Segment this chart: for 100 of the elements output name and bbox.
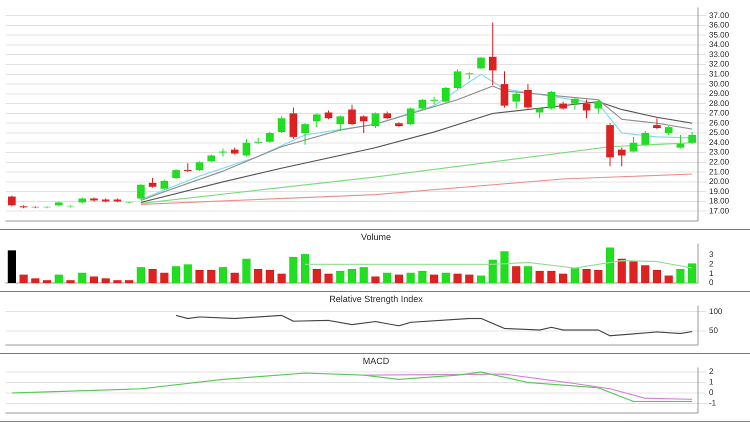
bar [453,274,462,283]
bar [8,250,16,283]
chart-title: Relative Strength Index [329,294,424,304]
bar [19,274,28,283]
candlestick [442,86,450,104]
candlestick [184,162,192,173]
y-tick-label: 17.00 [709,206,730,216]
bar [336,270,344,283]
bar [54,274,63,283]
bar [582,269,591,283]
bar [312,269,321,283]
candlestick [406,107,414,126]
y-tick-label: 19.00 [709,186,730,196]
candlestick [559,101,567,110]
y-tick-label: 3 [709,250,714,260]
bar [148,269,157,283]
y-tick-label: 36.00 [709,20,730,30]
bar [406,272,415,283]
candlestick [54,200,63,207]
candlestick [324,110,332,120]
candlestick [78,197,86,204]
y-tick-label: 35.00 [709,30,730,40]
candlestick [8,195,16,207]
bar [195,270,204,283]
y-tick-label: -1 [709,398,717,408]
candlestick [571,97,579,110]
bar [418,270,426,283]
bar [102,278,110,283]
y-tick-label: 32.00 [709,60,730,69]
y-tick-label: 0 [709,278,714,288]
y-tick-label: 100 [709,306,723,316]
bar [324,274,333,283]
candlestick [477,56,485,70]
bar [524,266,532,283]
candlestick [20,204,28,209]
bar [218,267,228,283]
candlestick [524,84,532,110]
candlestick [630,136,638,154]
y-tick-label: 2 [709,367,714,376]
y-tick-label: 1 [709,378,714,387]
bar [618,258,626,283]
candlestick [536,107,544,119]
bar [394,274,404,283]
y-tick-label: 25.00 [709,128,730,138]
candlestick [114,198,122,203]
candlestick [148,177,156,188]
bar [300,254,310,283]
y-tick-label: 0 [709,388,714,398]
bar [160,272,168,283]
bar [31,278,40,283]
bar [278,274,286,283]
candlestick [383,110,391,120]
candlestick [618,147,626,167]
candlestick [219,148,227,157]
y-tick-label: 34.00 [709,40,730,50]
chart-title: MACD [362,356,390,366]
bar [606,248,614,283]
candlestick [488,22,497,86]
y-tick-label: 37.00 [709,10,730,20]
candlestick [360,114,368,134]
candlestick [278,116,286,134]
candlestick [500,70,508,108]
bar [676,269,685,283]
bar [172,266,180,283]
bar [136,267,145,283]
bar [78,272,86,283]
candlestick [290,107,298,140]
y-tick-label: 50 [709,326,718,335]
candlestick [207,154,216,163]
bar [570,268,579,283]
bar [66,280,75,283]
y-tick-label: 28.00 [709,98,730,108]
candlestick [230,147,239,155]
bar [266,270,274,283]
candlestick [454,68,462,90]
bar [536,270,544,283]
y-tick-label: 18.00 [709,196,730,206]
y-tick-label: 22.00 [709,158,730,167]
candlestick [266,132,274,144]
y-tick-label: 20.00 [709,177,730,186]
bar [641,265,650,283]
bar [184,264,192,283]
candlestick [594,99,602,114]
bar [500,251,509,283]
bar [688,263,696,283]
candlestick [606,122,614,167]
bar [559,274,568,283]
candlestick [137,183,145,200]
bar [547,270,556,283]
bar [360,267,368,283]
bar [383,272,392,283]
bar [430,274,438,283]
bar [594,270,602,283]
candlestick [465,72,474,80]
y-tick-label: 26.00 [709,118,730,128]
y-tick-label: 30.00 [709,79,730,88]
y-tick-label: 23.00 [709,148,730,157]
y-tick-label: 21.00 [709,167,730,176]
candlestick [664,126,672,136]
bar [254,269,262,283]
